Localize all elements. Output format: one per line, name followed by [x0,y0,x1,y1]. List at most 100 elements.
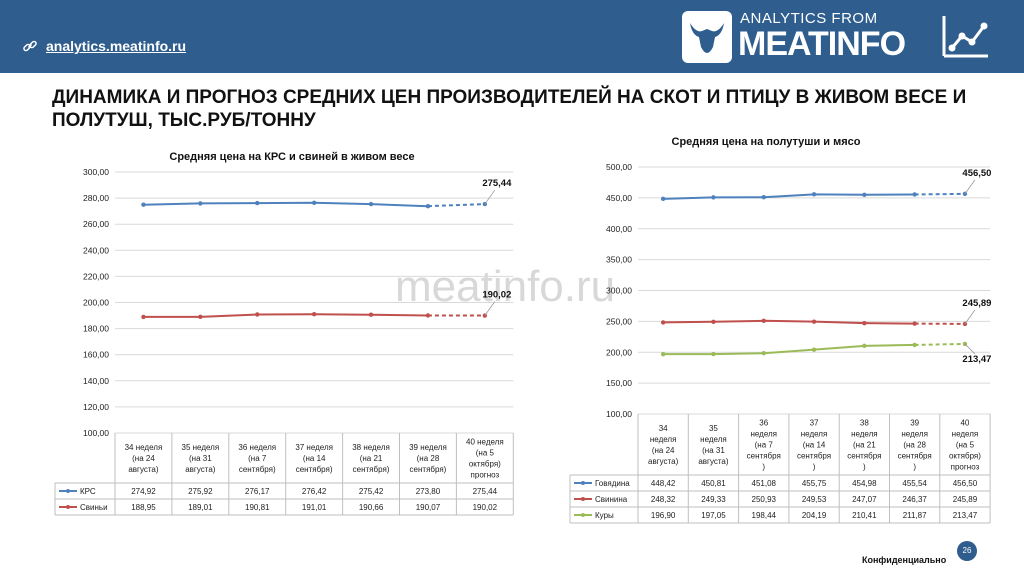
table-cell-value: 246,37 [902,495,927,504]
x-tick-label: 34 неделя [125,443,163,452]
table-cell-value: 275,42 [359,487,384,496]
x-tick-label: прогноз [471,471,500,480]
table-cell-value: 249,33 [701,495,726,504]
x-tick-label: (на 7 [248,454,267,463]
data-point [368,201,374,207]
data-point [862,320,867,326]
table-cell-value: 455,75 [802,479,827,488]
x-tick-label: 36 неделя [238,443,276,452]
x-tick-label: сентября [747,452,781,461]
table-cell-value: 198,44 [752,511,777,520]
data-point [912,192,917,197]
x-tick-label: неделя [750,430,777,439]
x-tick-label: октября) [949,452,981,461]
x-tick-label: сентября) [296,465,333,474]
table-cell-value: 211,87 [903,511,927,520]
x-tick-label: неделя [851,430,878,439]
leader-line [964,343,976,355]
data-point [912,342,917,348]
x-tick-label: (на 5 [956,441,975,450]
x-tick-label: 36 [759,419,768,428]
series-line-2 [663,319,915,325]
x-tick-label: неделя [952,430,979,439]
data-point [711,319,716,324]
data-point [811,347,817,352]
x-tick-label: ) [813,463,816,472]
data-point [660,320,666,325]
x-tick-label: 38 [860,419,869,428]
x-tick-label: (на 21 [360,454,383,463]
series-line-2 [143,313,428,318]
x-tick-label: 37 неделя [295,443,333,452]
table-cell-value: 204,19 [802,511,827,520]
table-cell-value: 197,05 [701,511,726,520]
x-tick-label: 40 [960,419,969,428]
table-cell-value: 190,66 [359,503,384,512]
x-tick-label: сентября) [353,465,390,474]
data-point [425,313,431,318]
table-cell-value: 247,07 [852,495,877,504]
data-point [811,319,817,324]
page-title: ДИНАМИКА И ПРОГНОЗ СРЕДНИХ ЦЕН ПРОИЗВОДИ… [52,87,967,131]
y-tick-label: 220,00 [83,271,109,281]
series-forecast-line-1 [427,203,485,208]
table-cell-value: 213,47 [953,511,978,520]
leader-line [964,309,976,325]
site-link[interactable]: analytics.meatinfo.ru [22,38,186,54]
y-tick-label: 200,00 [606,347,632,357]
table-cell-value: 210,41 [852,511,877,520]
data-point [141,202,146,207]
leader-line [964,179,976,195]
x-tick-label: неделя [700,435,727,444]
legend-label: КРС [80,487,96,496]
x-tick-label: (на 24 [652,446,675,455]
end-value-label: 190,02 [482,290,511,301]
x-tick-label: 35 неделя [182,443,220,452]
y-tick-label: 100,00 [606,409,632,419]
series-forecast-line-1 [914,192,965,196]
legend-marker [581,513,585,517]
site-link-text[interactable]: analytics.meatinfo.ru [46,38,187,54]
data-point [311,200,317,205]
y-tick-label: 250,00 [606,316,632,326]
table-cell-value: 455,54 [902,479,927,488]
table-cell-value: 275,44 [473,487,498,496]
table-cell-value: 249,53 [802,495,827,504]
table-cell-value: 188,95 [131,503,156,512]
x-tick-label: ) [863,463,866,472]
table-cell-value: 276,42 [302,487,327,496]
table-cell-value: 456,50 [953,479,978,488]
table-cell-value: 250,93 [752,495,777,504]
table-cell-value: 190,07 [416,503,441,512]
logo-top-text: ANALYTICS FROM [740,10,878,27]
y-tick-label: 120,00 [83,402,109,412]
data-point [660,351,666,357]
x-tick-label: неделя [801,430,828,439]
legend-label: Свинина [595,495,628,504]
y-tick-label: 300,00 [83,167,109,177]
table-cell-value: 190,02 [473,503,498,512]
bull-logo-icon [682,11,732,63]
table-cell-value: 189,01 [188,503,213,512]
legend-marker [581,481,585,485]
y-tick-label: 400,00 [606,224,632,234]
y-tick-label: 450,00 [606,193,632,203]
data-point [255,312,260,317]
data-point [761,318,766,324]
page-number: 26 [957,541,977,561]
y-tick-label: 100,00 [83,428,109,438]
logo-main-text: MEATINFO [738,25,906,63]
x-tick-label: 34 [659,424,668,433]
x-tick-label: августа) [648,457,679,466]
table-cell-value: 275,92 [188,487,213,496]
x-tick-label: сентября [797,452,831,461]
x-tick-label: 35 [709,424,718,433]
data-point [198,201,203,206]
table-cell-value: 450,81 [701,479,726,488]
table-cell-value: 248,32 [651,495,676,504]
y-tick-label: 200,00 [83,298,109,308]
data-point [141,314,146,320]
legend-marker [66,505,70,509]
x-tick-label: августа) [128,465,159,474]
